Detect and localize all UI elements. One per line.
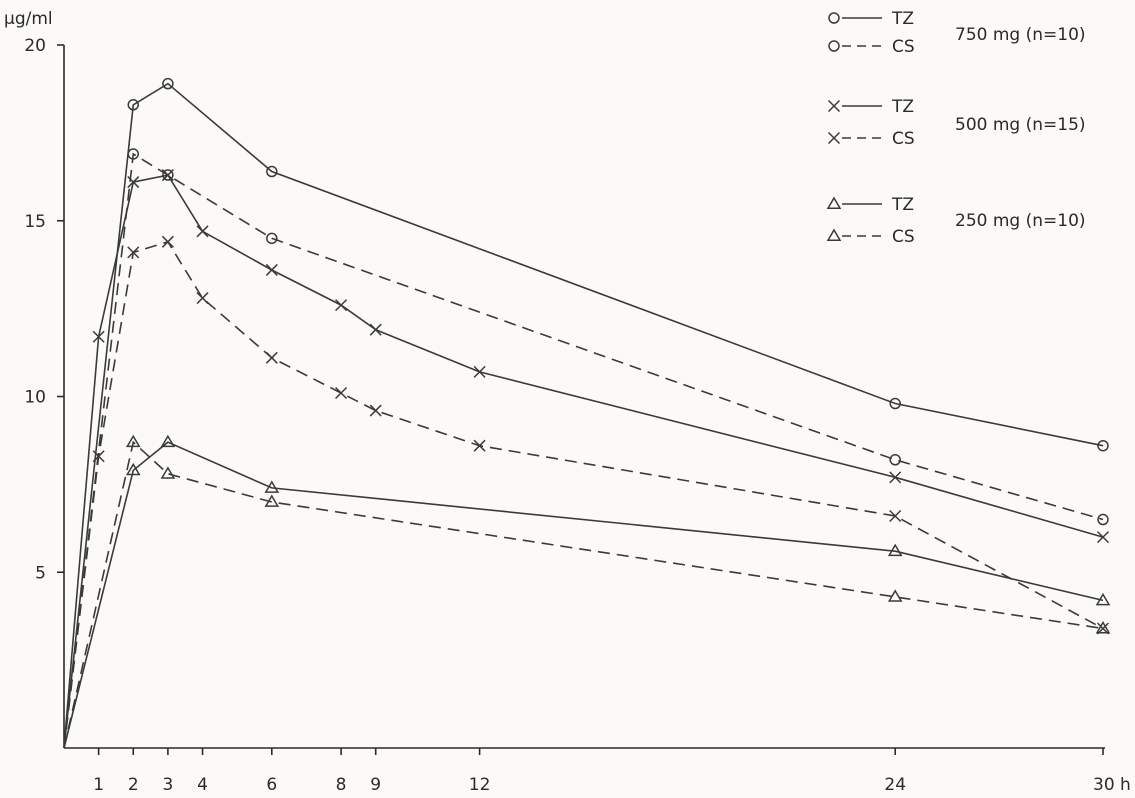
legend-marker-cs250	[826, 228, 842, 241]
data-point-tz500	[127, 176, 140, 189]
data-point-tz750	[127, 99, 140, 111]
data-point-cs250	[125, 434, 141, 448]
data-point-cs500	[92, 450, 105, 463]
data-point-cs500	[196, 292, 209, 305]
data-point-tz500	[265, 263, 278, 276]
data-point-cs750	[1097, 513, 1109, 526]
data-point-tz500	[473, 365, 486, 378]
y-tick-label: 15	[24, 212, 46, 232]
data-point-tz500	[92, 330, 105, 343]
x-tick-label: 2	[128, 775, 139, 795]
data-point-cs500	[161, 235, 174, 248]
axes	[63, 45, 1105, 749]
series-tz250	[63, 434, 1111, 749]
data-point-tz500	[1096, 531, 1110, 544]
data-point-cs500	[369, 404, 382, 417]
data-point-cs750	[889, 454, 901, 466]
data-point-tz250	[264, 480, 280, 493]
y-tick-label: 5	[35, 563, 46, 583]
series-line-cs500	[63, 240, 1104, 749]
series-tz750	[63, 77, 1109, 749]
data-point-cs500	[473, 439, 486, 452]
data-point-tz750	[1097, 439, 1109, 452]
data-point-cs500	[335, 386, 348, 400]
x-tick-label: 8	[336, 775, 347, 795]
y-axis-label: µg/ml	[4, 9, 53, 29]
data-point-tz500	[889, 471, 902, 484]
legend-label-tz750: TZ	[891, 9, 914, 29]
x-tick-label: 9	[370, 775, 381, 795]
series-cs500	[63, 235, 1110, 749]
legend-marker-tz250	[826, 196, 842, 209]
series-tz500	[63, 169, 1110, 749]
data-point-tz500	[369, 323, 382, 336]
legend-marker-tz500	[827, 99, 841, 113]
series-line-tz250	[63, 441, 1104, 749]
legend-label-cs750: CS	[892, 37, 915, 57]
data-point-cs750	[266, 232, 278, 245]
data-point-cs500	[889, 509, 902, 523]
series-cs750	[63, 148, 1109, 749]
data-point-cs750	[162, 169, 174, 181]
legend-marker-cs750	[828, 40, 840, 52]
series-line-tz750	[63, 82, 1104, 749]
y-tick-label: 10	[24, 388, 46, 408]
series-line-tz500	[63, 174, 1104, 749]
legend-label-cs250: CS	[892, 227, 915, 247]
data-point-tz500	[335, 299, 348, 312]
data-point-cs250	[264, 494, 280, 507]
data-point-tz750	[889, 397, 901, 410]
data-point-cs500	[265, 351, 278, 364]
data-point-tz750	[162, 77, 174, 90]
data-point-tz500	[161, 169, 174, 182]
data-point-cs250	[160, 466, 176, 479]
data-point-tz250	[887, 543, 903, 557]
data-point-cs750	[127, 148, 140, 160]
legend-dose-label: 500 mg (n=15)	[955, 115, 1086, 135]
data-point-cs250	[887, 589, 903, 602]
x-tick-label: 3	[162, 775, 173, 795]
data-point-tz750	[266, 165, 278, 178]
legend-marker-cs500	[827, 131, 841, 145]
data-point-cs250	[1095, 621, 1111, 634]
legend: TZ CS 750 mg (n=10) TZ CS 500 mg (n=15) TZ CS 25…	[826, 9, 1086, 247]
legend-dose-label: 250 mg (n=10)	[955, 211, 1086, 231]
legend-label-tz500: TZ	[891, 97, 914, 117]
series-cs250	[63, 434, 1111, 749]
data-point-tz250	[125, 462, 141, 476]
x-tick-label: 12	[469, 775, 491, 795]
x-tick-label: 4	[197, 775, 208, 795]
x-tick-label: 1	[93, 775, 104, 795]
legend-marker-tz750	[828, 12, 840, 24]
data-point-tz500	[196, 225, 209, 238]
series-line-cs750	[63, 152, 1104, 749]
data-point-tz250	[1095, 592, 1111, 606]
x-tick-label: 30 h	[1093, 775, 1131, 795]
series-line-cs250	[63, 440, 1104, 749]
y-tick-label: 20	[24, 36, 46, 56]
legend-dose-label: 750 mg (n=10)	[955, 25, 1086, 45]
data-point-cs500	[127, 246, 140, 259]
series	[63, 77, 1111, 749]
legend-label-cs500: CS	[892, 129, 915, 149]
legend-label-tz250: TZ	[891, 195, 914, 215]
data-point-tz250	[160, 434, 176, 448]
x-tick-label: 6	[266, 775, 277, 795]
x-tick-label: 24	[884, 775, 906, 795]
